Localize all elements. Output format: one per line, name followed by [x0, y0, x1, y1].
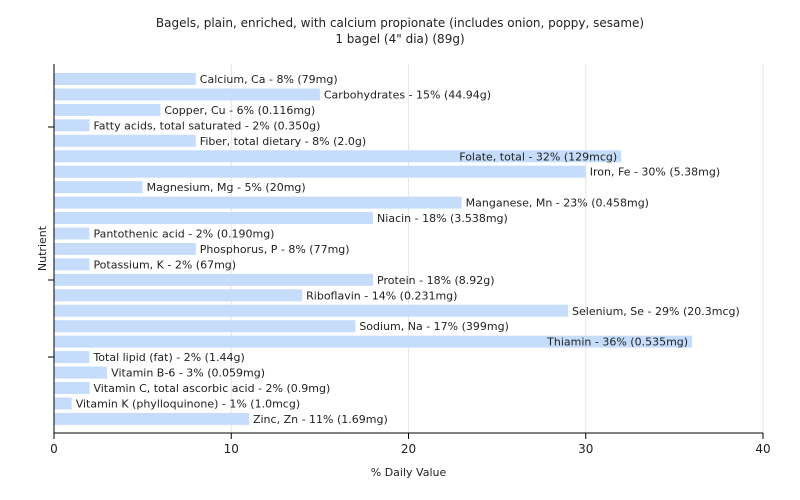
- bar-label: Carbohydrates - 15% (44.94g): [324, 88, 491, 101]
- bar: [54, 382, 90, 394]
- x-tick-label: 40: [755, 442, 770, 456]
- bar-label: Selenium, Se - 29% (20.3mcg): [572, 305, 740, 318]
- bar: [54, 73, 196, 85]
- bar: [54, 165, 586, 178]
- bar: [54, 181, 143, 194]
- chart-title: Bagels, plain, enriched, with calcium pr…: [155, 16, 645, 30]
- bar: [54, 258, 90, 271]
- x-tick-label: 20: [401, 442, 416, 456]
- bar: [54, 88, 320, 101]
- bar-label: Fatty acids, total saturated - 2% (0.350…: [93, 119, 320, 132]
- x-tick-label: 10: [224, 442, 239, 456]
- y-axis-label: Nutrient: [36, 225, 49, 271]
- bar: [54, 103, 161, 116]
- chart-subtitle: 1 bagel (4" dia) (89g): [335, 32, 465, 46]
- bar: [54, 320, 356, 333]
- bar-label: Iron, Fe - 30% (5.38mg): [590, 166, 720, 179]
- bar: [54, 335, 693, 348]
- bar: [54, 397, 72, 410]
- bar-label: Vitamin C, total ascorbic acid - 2% (0.9…: [93, 382, 330, 395]
- bar: [54, 134, 196, 147]
- bar-label: Folate, total - 32% (129mcg): [459, 150, 617, 163]
- bar-label: Riboflavin - 14% (0.231mg): [306, 289, 457, 302]
- bar-label: Sodium, Na - 17% (399mg): [359, 320, 509, 333]
- bar: [54, 150, 622, 163]
- bar: [54, 212, 374, 225]
- bar-label: Niacin - 18% (3.538mg): [377, 212, 508, 225]
- bar-label: Protein - 18% (8.92g): [377, 274, 495, 287]
- bar-label: Vitamin B-6 - 3% (0.059mg): [111, 367, 265, 380]
- bar: [54, 304, 569, 317]
- bar-label: Vitamin K (phylloquinone) - 1% (1.0mcg): [76, 397, 300, 410]
- bar: [54, 351, 90, 364]
- x-tick-label: 0: [50, 442, 58, 456]
- bar: [54, 196, 462, 209]
- bar-label: Calcium, Ca - 8% (79mg): [200, 73, 338, 86]
- bar: [54, 366, 108, 379]
- bar: [54, 412, 249, 425]
- bar: [54, 227, 90, 240]
- bar-label: Fiber, total dietary - 8% (2.0g): [200, 135, 366, 148]
- bar-label: Thiamin - 36% (0.535mg): [546, 336, 688, 349]
- bar: [54, 273, 374, 286]
- bar-label: Potassium, K - 2% (67mg): [93, 258, 236, 271]
- bar: [54, 242, 196, 255]
- bar-label: Total lipid (fat) - 2% (1.44g): [92, 351, 244, 364]
- bar: [54, 119, 90, 132]
- bar-label: Magnesium, Mg - 5% (20mg): [147, 181, 306, 194]
- x-axis-label: % Daily Value: [371, 466, 447, 479]
- bar-label: Copper, Cu - 6% (0.116mg): [164, 104, 315, 117]
- x-tick-label: 30: [578, 442, 593, 456]
- bar: [54, 289, 303, 302]
- bar-label: Phosphorus, P - 8% (77mg): [200, 243, 350, 256]
- bar-label: Zinc, Zn - 11% (1.69mg): [253, 413, 388, 426]
- bar-label: Pantothenic acid - 2% (0.190mg): [93, 228, 274, 241]
- bar-label: Manganese, Mn - 23% (0.458mg): [466, 197, 649, 210]
